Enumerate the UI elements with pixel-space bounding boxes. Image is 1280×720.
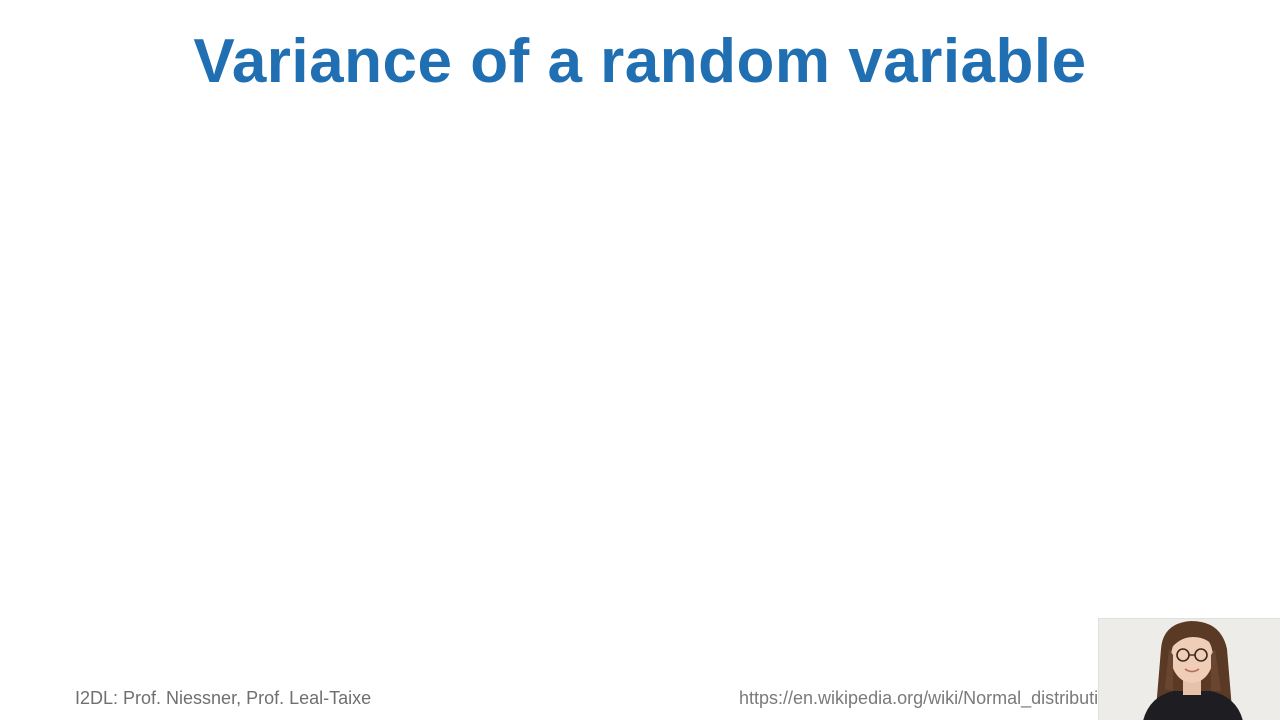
footer-source-link-wrapper: https://en.wikipedia.org/wiki/Normal_dis…	[739, 688, 1098, 714]
footer-credits: I2DL: Prof. Niessner, Prof. Leal-Taixe	[75, 688, 372, 708]
presenter-webcam-overlay	[1098, 618, 1280, 720]
slide-title: Variance of a random variable	[193, 27, 1087, 96]
presenter-video-icon	[1099, 619, 1280, 720]
footer-source-link[interactable]: https://en.wikipedia.org/wiki/Normal_dis…	[739, 688, 1098, 708]
